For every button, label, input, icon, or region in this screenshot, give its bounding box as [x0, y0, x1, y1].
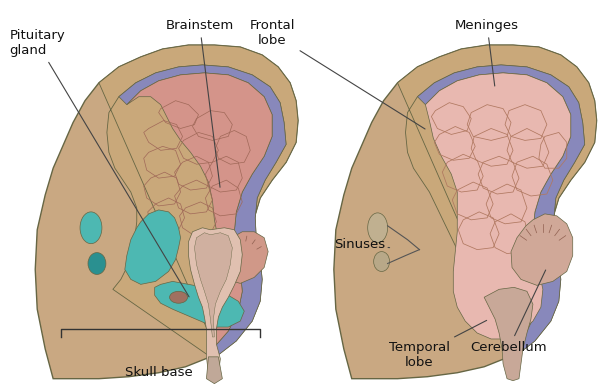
Polygon shape [206, 357, 223, 384]
Polygon shape [484, 287, 533, 381]
Ellipse shape [368, 213, 388, 243]
Polygon shape [125, 210, 181, 284]
Text: Brainstem: Brainstem [166, 19, 234, 187]
Polygon shape [99, 45, 298, 357]
Polygon shape [215, 232, 268, 283]
Ellipse shape [170, 291, 188, 303]
Ellipse shape [88, 253, 106, 274]
Text: Meninges: Meninges [455, 19, 519, 86]
Ellipse shape [374, 251, 389, 271]
Text: Pituitary
gland: Pituitary gland [10, 29, 189, 297]
Polygon shape [155, 282, 244, 327]
Polygon shape [188, 228, 242, 379]
Polygon shape [119, 65, 286, 355]
Ellipse shape [80, 212, 102, 244]
Polygon shape [194, 233, 232, 337]
Text: Skull base: Skull base [125, 366, 193, 379]
Polygon shape [398, 45, 596, 357]
Polygon shape [425, 73, 571, 339]
Polygon shape [418, 65, 584, 355]
Polygon shape [127, 73, 272, 347]
Text: Sinuses: Sinuses [334, 238, 389, 251]
Text: Frontal
lobe: Frontal lobe [250, 19, 425, 129]
Polygon shape [334, 45, 596, 379]
Polygon shape [511, 214, 573, 285]
Text: Temporal
lobe: Temporal lobe [389, 320, 487, 369]
Text: Cerebellum: Cerebellum [471, 270, 547, 354]
Polygon shape [35, 45, 298, 379]
